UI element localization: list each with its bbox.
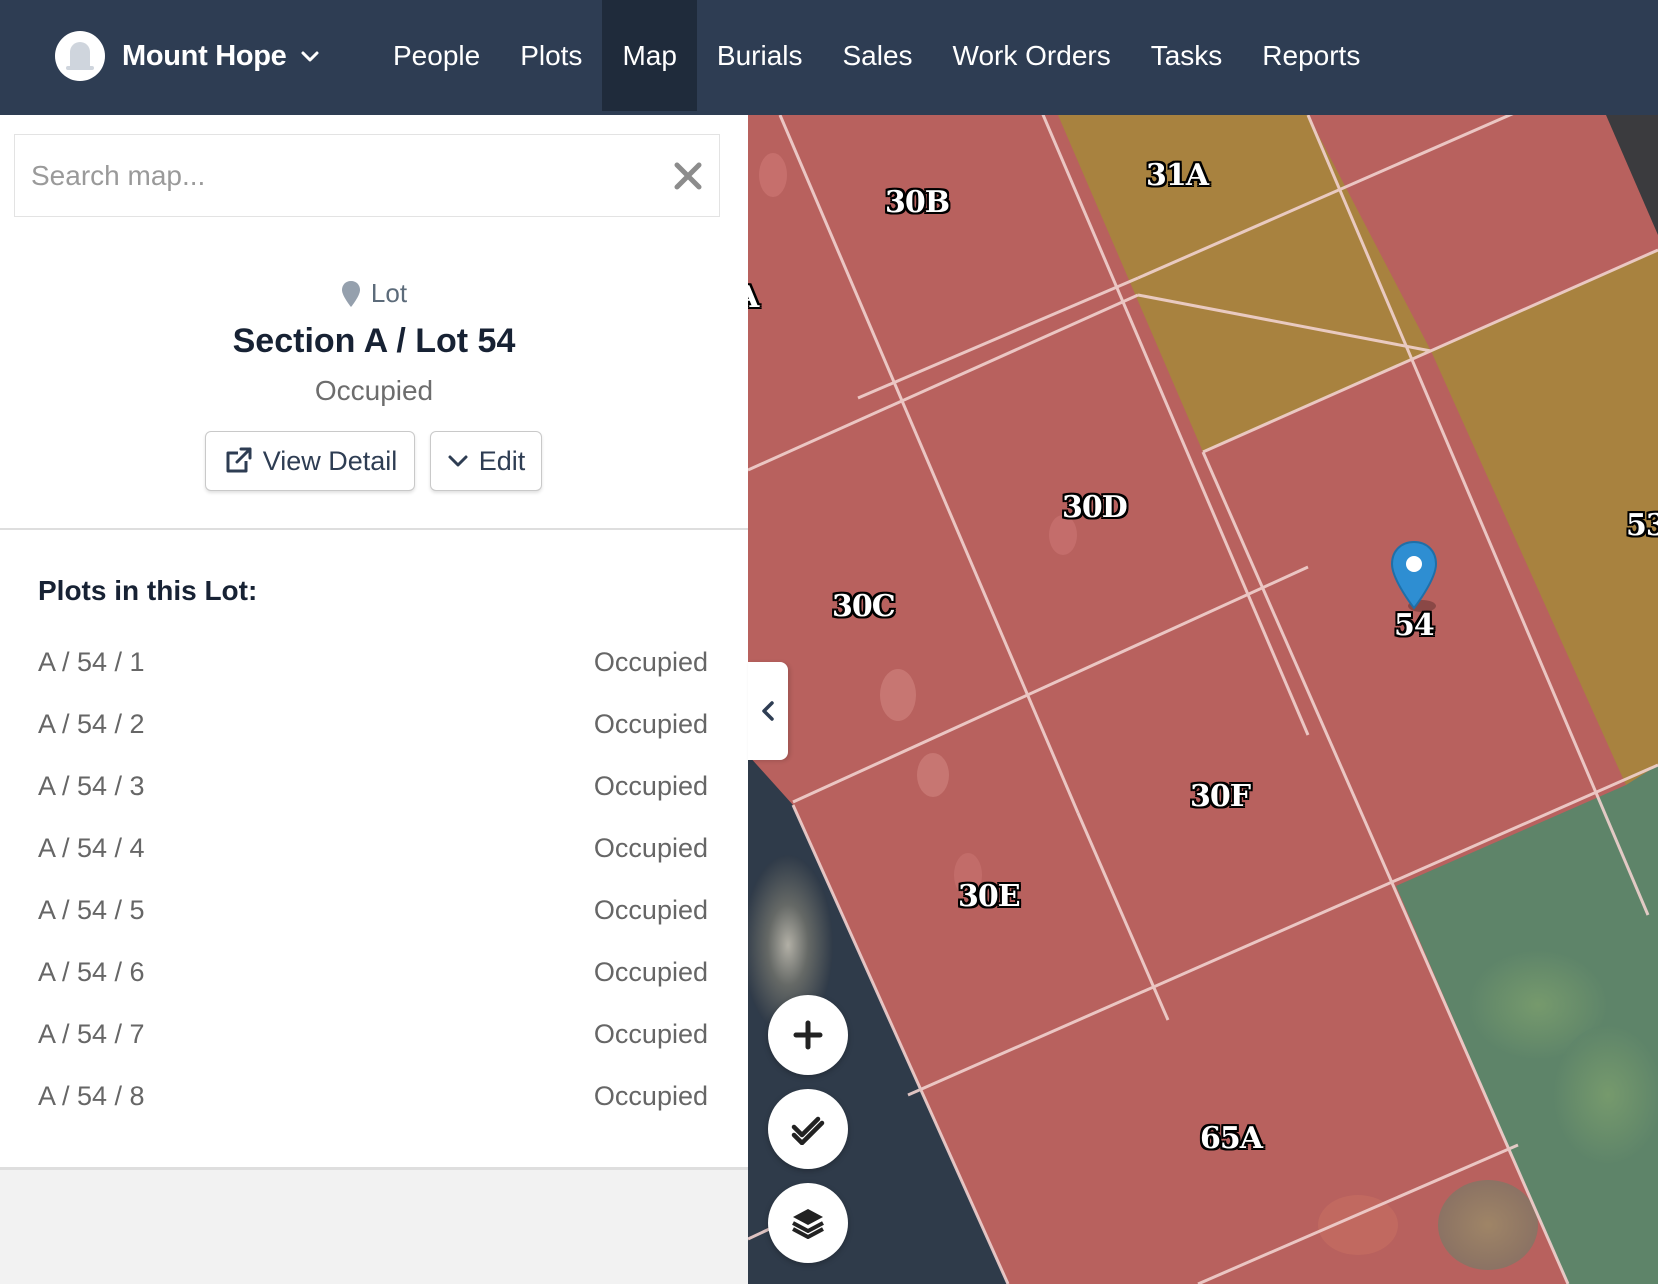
plot-id: A / 54 / 8 [38,1080,145,1111]
map-search [14,134,720,217]
plot-status: Occupied [593,1080,708,1111]
map-lot-53[interactable] [1431,250,1658,785]
select-tool-button[interactable] [768,1089,848,1169]
headstone-icon [55,31,105,81]
collapse-panel-button[interactable] [748,662,788,760]
map-lots-layer [748,115,1658,1284]
lot-type-label: Lot [0,278,748,309]
plot-id: A / 54 / 6 [38,956,145,987]
map-lot-31a[interactable] [1058,115,1431,452]
nav-burials[interactable]: Burials [716,39,803,71]
plot-id: A / 54 / 2 [38,708,145,739]
chevron-left-icon [762,701,774,721]
external-link-icon [226,447,252,473]
nav-people[interactable]: People [393,39,481,71]
plot-row[interactable]: A / 54 / 6 Occupied [38,941,708,1003]
top-nav-bar: Mount Hope People Plots Map Burials Sale… [0,0,1658,115]
map-pin-marker-icon[interactable] [1388,540,1440,620]
plot-status: Occupied [593,1018,708,1049]
org-switcher[interactable]: Mount Hope [55,30,321,82]
plot-row[interactable]: A / 54 / 4 Occupied [38,817,708,879]
plot-row[interactable]: A / 54 / 7 Occupied [38,1003,708,1065]
double-check-icon [791,1116,825,1145]
map-lot-label[interactable]: 30C [832,589,896,624]
plots-heading: Plots in this Lot: [38,575,258,606]
plot-row[interactable]: A / 54 / 3 Occupied [38,755,708,817]
map-lot-label-selected[interactable]: 54 [1394,608,1435,643]
nav-reports[interactable]: Reports [1262,39,1361,71]
map-lot-label[interactable]: 30B [885,185,950,220]
plot-row[interactable]: A / 54 / 8 Occupied [38,1065,708,1127]
lot-status: Occupied [314,375,434,406]
chevron-down-icon [448,455,468,467]
plot-status: Occupied [593,894,708,925]
plot-status: Occupied [593,956,708,987]
zoom-in-button[interactable] [768,995,848,1075]
map-lot-label[interactable]: 53 [1626,508,1658,543]
plot-id: A / 54 / 1 [38,646,145,677]
search-input[interactable] [31,135,641,216]
plot-status: Occupied [593,832,708,863]
edit-label: Edit [478,445,526,476]
layers-icon [792,1209,824,1239]
view-detail-label: View Detail [262,445,398,476]
edit-button[interactable]: Edit [430,431,542,491]
plot-row[interactable]: A / 54 / 2 Occupied [38,693,708,755]
nav-plots[interactable]: Plots [520,39,583,71]
plot-id: A / 54 / 4 [38,832,145,863]
map-lot-label[interactable]: 65A [1200,1121,1263,1156]
chevron-down-icon [301,51,319,62]
main-nav: People Plots Map Burials Sales Work Orde… [373,0,1380,111]
plot-row[interactable]: A / 54 / 1 Occupied [38,631,708,693]
nav-sales[interactable]: Sales [842,39,913,71]
plot-id: A / 54 / 5 [38,894,145,925]
side-panel: Lot Section A / Lot 54 Occupied View Det… [0,115,748,1284]
plot-row[interactable]: A / 54 / 5 Occupied [38,879,708,941]
plot-status: Occupied [593,646,708,677]
nav-map[interactable]: Map [602,0,697,111]
lot-title: Section A / Lot 54 [232,322,516,360]
map-lot-label[interactable]: 30F [1190,779,1251,814]
lot-type-text: Lot [370,278,408,308]
map-lot-label[interactable]: A [748,280,759,315]
plus-icon [793,1020,823,1050]
close-icon[interactable] [671,159,705,193]
layers-button[interactable] [768,1183,848,1263]
divider [0,528,748,530]
plot-id: A / 54 / 3 [38,770,145,801]
nav-tasks[interactable]: Tasks [1150,39,1223,71]
plot-status: Occupied [593,708,708,739]
map-lot-label[interactable]: 30D [1062,490,1128,525]
map-pin-icon [341,280,360,307]
org-name: Mount Hope [122,39,287,72]
view-detail-button[interactable]: View Detail [205,431,415,491]
map-lot-label[interactable]: 31A [1146,158,1209,193]
plot-status: Occupied [593,770,708,801]
nav-work-orders[interactable]: Work Orders [952,39,1111,71]
cemetery-map[interactable]: 30B 31A A 30D 30C 54 53 30F 30E 65A [748,115,1658,1284]
plot-id: A / 54 / 7 [38,1018,145,1049]
map-lot-label[interactable]: 30E [958,879,1021,914]
plot-list: A / 54 / 1 Occupied A / 54 / 2 Occupied A … [38,631,708,1127]
lot-detail-card: Lot Section A / Lot 54 Occupied View Det… [0,115,748,1170]
